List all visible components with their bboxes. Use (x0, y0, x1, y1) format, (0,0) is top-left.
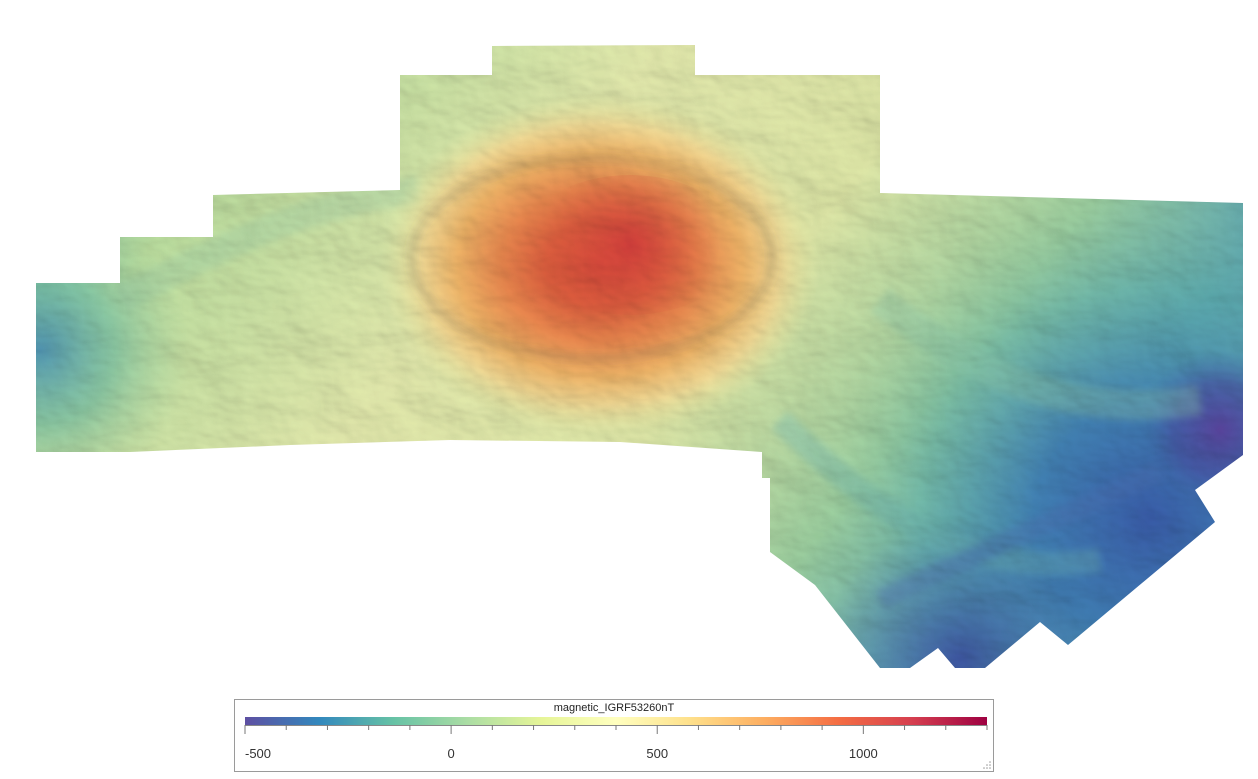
legend-axis: -500 0 500 1000 (244, 725, 988, 761)
resize-grip-icon[interactable] (983, 761, 991, 769)
legend-tick-label: 0 (447, 746, 454, 761)
legend-color-ramp (245, 717, 987, 725)
survey-coverage (36, 45, 1243, 668)
color-legend[interactable]: magnetic_IGRF53260nT -500 0 500 1000 (234, 699, 994, 772)
legend-tick-label: -500 (245, 746, 271, 761)
magnetic-survey-raster[interactable] (0, 0, 1258, 690)
legend-tick-label: 1000 (849, 746, 878, 761)
legend-title: magnetic_IGRF53260nT (553, 702, 675, 714)
legend-tick-label: 500 (646, 746, 668, 761)
